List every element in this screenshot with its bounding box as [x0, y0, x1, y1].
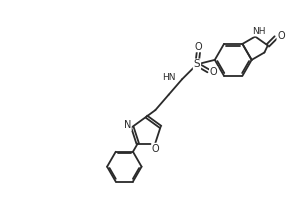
Text: HN: HN [162, 73, 175, 82]
Text: O: O [210, 67, 218, 77]
Text: N: N [124, 120, 131, 130]
Text: O: O [152, 144, 160, 154]
Text: S: S [194, 59, 200, 69]
Text: NH: NH [252, 27, 266, 36]
Text: O: O [195, 42, 202, 52]
Text: O: O [277, 31, 285, 41]
